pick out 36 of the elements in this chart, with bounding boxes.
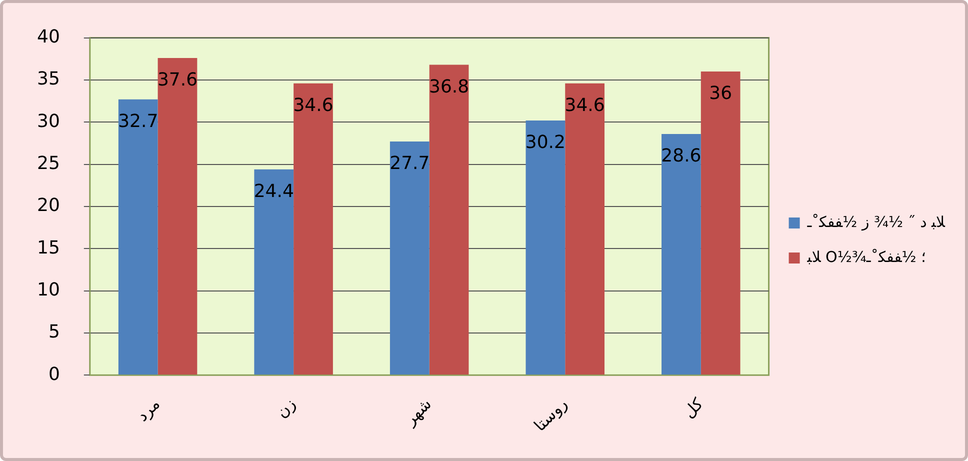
data-label: 27.7 xyxy=(390,153,430,174)
data-label: 36.8 xyxy=(428,76,470,98)
data-label: 34.6 xyxy=(564,95,605,116)
bar xyxy=(118,99,158,375)
legend-label: ﻼﺒ O½¾؛ ½ﻔﻔﮑ˚ـ xyxy=(806,248,926,266)
x-tick-label: زن xyxy=(272,394,300,422)
y-tick-label: 0 xyxy=(48,364,60,385)
data-label: 28.6 xyxy=(661,146,702,167)
legend-label: ﻼﺒ د ˝ ½¾ ز ½ﻔﻔﮑ˚ـ xyxy=(806,212,946,231)
bar xyxy=(254,169,294,375)
bar xyxy=(700,72,740,375)
bar xyxy=(390,142,430,375)
y-tick-label: 35 xyxy=(37,68,60,90)
data-label: 37.6 xyxy=(157,70,198,91)
bar xyxy=(294,83,333,375)
y-tick-label: 5 xyxy=(48,322,60,343)
bar xyxy=(429,64,469,375)
bar xyxy=(158,58,198,375)
bar xyxy=(526,120,566,375)
y-tick-label: 15 xyxy=(37,237,60,258)
data-label: 30.2 xyxy=(525,132,566,154)
y-tick-label: 10 xyxy=(37,279,60,300)
y-tick-label: 20 xyxy=(37,195,60,216)
data-label: 34.6 xyxy=(293,95,334,116)
bar xyxy=(565,83,604,375)
y-tick-label: 40 xyxy=(37,26,60,48)
x-tick-label: شهر xyxy=(400,394,436,430)
y-tick-label: 25 xyxy=(37,152,60,174)
x-tick-label: روستا xyxy=(530,394,571,435)
x-tick-label: کل xyxy=(679,394,707,422)
bar xyxy=(662,134,701,375)
x-tick-label: مرد xyxy=(132,394,164,426)
data-label: 24.4 xyxy=(254,181,294,202)
y-tick-label: 30 xyxy=(37,110,60,132)
data-label: 32.7 xyxy=(118,111,158,132)
data-label: 36 xyxy=(709,83,732,104)
